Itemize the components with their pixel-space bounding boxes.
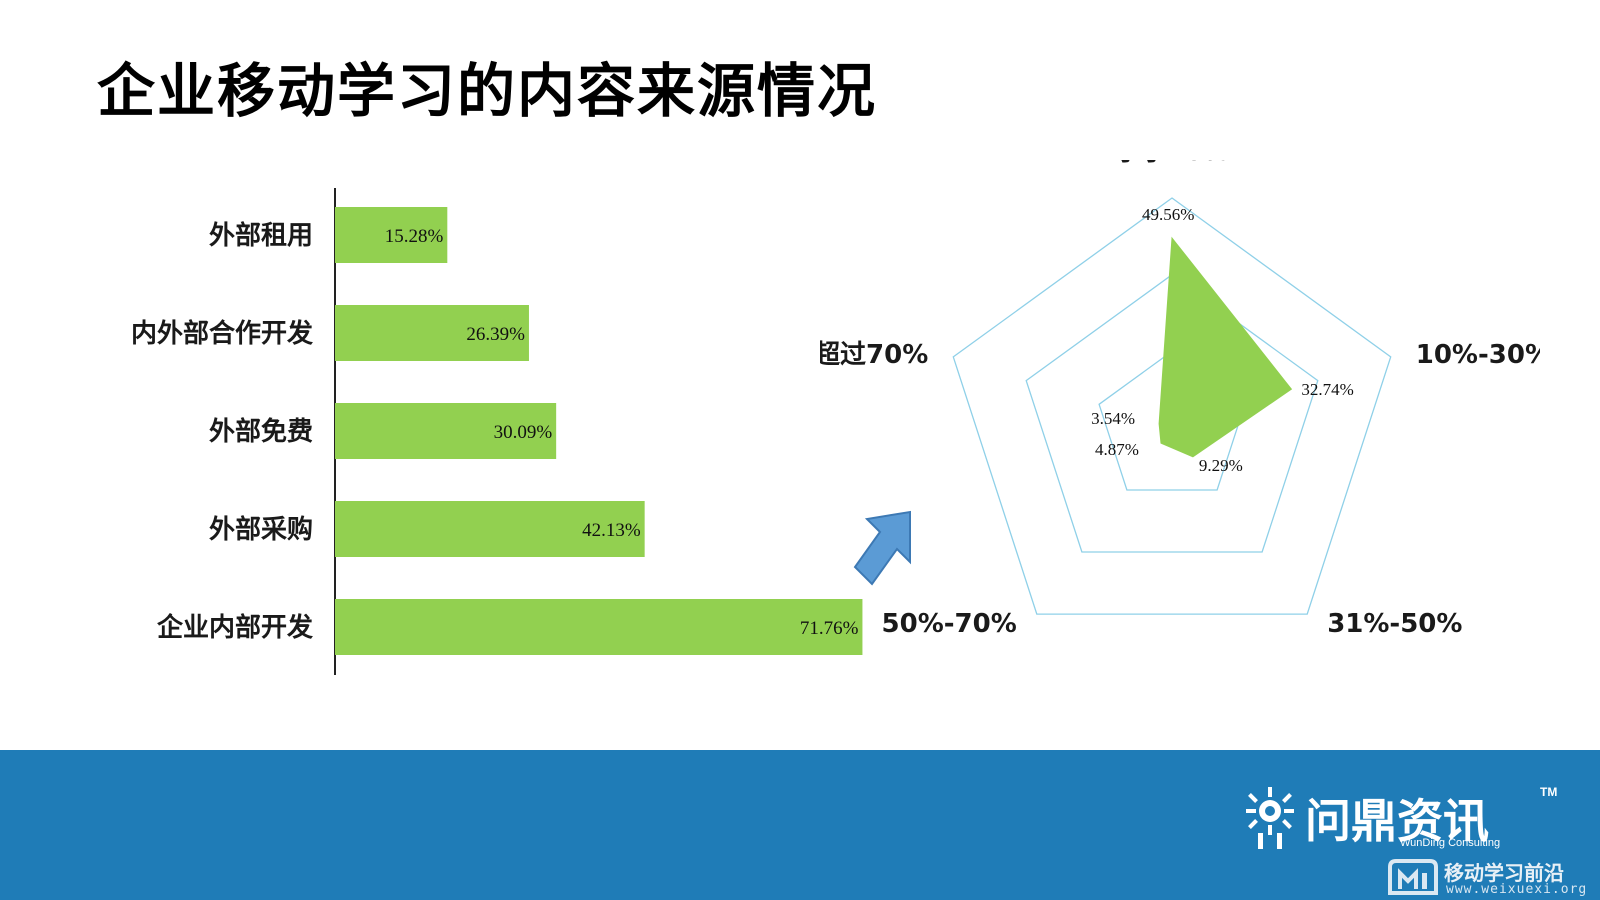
radar-value-label: 32.74% [1301,380,1353,399]
sun-logo-icon [1246,787,1294,849]
bar-value-label: 15.28% [385,226,444,247]
radar-chart: 49.56% 32.74% 9.29% 4.87% 3.54% 小于10% 10%-30% 3… [820,160,1540,639]
bar-value-label: 26.39% [466,324,525,345]
radar-axis-label: 10%-30% [1416,340,1540,370]
watermark: 移动学习前沿 www.weixuexi.org [1384,855,1594,899]
footer-band: 问鼎资讯 TM WunDing Consulting 移动学习前沿 www.we… [0,750,1600,900]
bar [335,305,529,361]
arrow-up-right-icon [853,510,911,586]
radar-value-label: 9.29% [1199,456,1243,475]
brand-name: 问鼎资讯 [1305,794,1489,848]
category-label: 外部采购 [209,515,313,545]
bar [335,501,645,557]
radar-grid-ring [952,197,1392,615]
bar [335,599,863,655]
bar-value-label: 42.13% [582,520,641,541]
radar-axis-label: 小于10% [1115,160,1229,167]
radar-value-label: 4.87% [1095,440,1139,459]
bar [335,403,557,459]
brand-logo: 问鼎资讯 TM WunDing Consulting [1240,785,1560,875]
radar-axis-label: 31%-50% [1327,609,1462,639]
bar [335,207,448,263]
bar-chart: 外部租用 15.28% 内外部合作开发 26.39% 外部免费 30.09% 外部采购 42.… [131,188,863,675]
category-label: 外部免费 [209,416,313,447]
category-label: 外部租用 [209,221,313,251]
radar-value-label: 49.56% [1142,205,1194,224]
radar-axis-label: 超过70% [820,340,928,370]
slide-title: 企业移动学习的内容来源情况 [97,57,878,125]
bar-value-label: 71.76% [800,618,859,639]
bar-value-label: 30.09% [494,422,553,443]
watermark-logo-icon [1388,859,1438,895]
radar-grid-ring [1025,273,1319,553]
watermark-url: www.weixuexi.org [1446,882,1588,897]
category-label: 内外部合作开发 [131,318,313,349]
watermark-text: 移动学习前沿 [1444,861,1564,885]
brand-subtitle: WunDing Consulting [1400,837,1501,849]
radar-value-label: 3.54% [1091,409,1135,428]
radar-axis-label: 50%-70% [882,609,1017,639]
category-label: 企业内部开发 [157,612,313,643]
brand-trademark: TM [1540,785,1558,799]
radar-area [1158,236,1293,458]
